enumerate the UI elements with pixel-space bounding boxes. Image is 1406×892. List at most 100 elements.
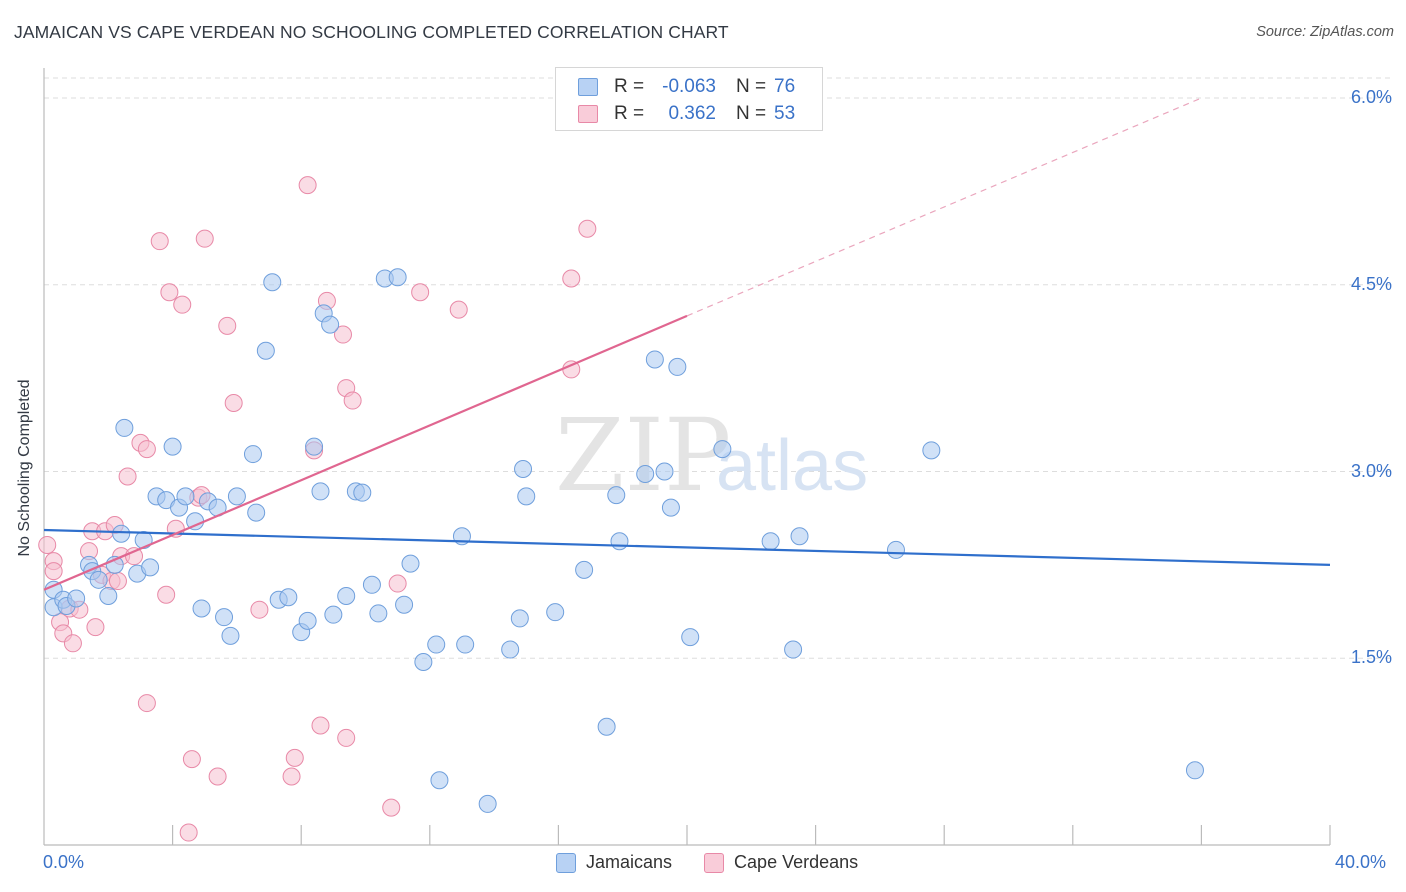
jamaican-point	[784, 640, 803, 659]
jamaican-point	[645, 350, 664, 369]
watermark: ZIP atlas	[555, 397, 868, 514]
cape-verdean-point	[118, 467, 137, 486]
cape-verdean-point	[218, 316, 237, 335]
jamaican-point	[305, 437, 324, 456]
jamaican-point	[510, 609, 529, 628]
jamaican-point	[388, 268, 407, 287]
legend-n-value: 53	[774, 103, 796, 124]
y-tick-label: 6.0%	[1350, 87, 1392, 107]
jamaican-point	[89, 570, 108, 589]
jamaican-point	[112, 524, 131, 543]
cape-verdean-point	[224, 394, 243, 413]
jamaican-point	[427, 635, 446, 654]
jamaican-point	[353, 483, 372, 502]
legend-label-jamaicans: Jamaicans	[586, 852, 673, 872]
source-label: Source: ZipAtlas.com	[1256, 24, 1394, 40]
legend-swatch-pink	[578, 105, 598, 123]
jamaican-points	[44, 268, 1204, 813]
legend-swatch-blue	[556, 852, 576, 873]
cape-verdean-point	[108, 572, 127, 591]
jamaican-point	[517, 487, 536, 506]
jamaican-point	[247, 503, 266, 522]
cape-verdean-point	[311, 716, 330, 735]
y-tick-label: 4.5%	[1350, 273, 1392, 294]
jamaican-point	[99, 587, 118, 605]
cape-verdean-points	[38, 176, 597, 842]
jamaican-point	[636, 464, 655, 483]
cape-verdean-point	[285, 748, 304, 767]
jamaican-point	[501, 640, 520, 659]
cape-verdean-point	[337, 728, 356, 747]
cape-verdean-point	[44, 562, 63, 581]
cape-verdean-point	[157, 585, 176, 604]
jamaican-point	[324, 605, 343, 624]
jamaican-point	[546, 603, 565, 622]
legend-row-jamaicans: R = -0.063 N = 76	[578, 76, 795, 98]
legend-n-label: N =	[736, 76, 767, 97]
jamaican-point	[713, 440, 732, 459]
cape-verdean-point	[63, 634, 82, 653]
cape-verdean-point	[208, 767, 227, 786]
jamaican-point	[655, 462, 674, 481]
legend-item-jamaicans[interactable]: Jamaicans	[556, 852, 672, 873]
cape-verdean-point	[388, 574, 407, 593]
cape-verdean-point	[382, 798, 401, 817]
legend-row-cape-verdeans: R = 0.362 N = 53	[578, 103, 795, 125]
x-tick-label-min: 0.0%	[43, 852, 85, 872]
watermark-atlas: atlas	[716, 426, 868, 506]
legend-r-value: -0.063	[662, 76, 716, 97]
legend-r-label: R =	[614, 76, 645, 97]
cape-verdean-point	[449, 300, 468, 319]
jamaican-point	[668, 357, 687, 376]
jamaican-point	[115, 418, 134, 437]
y-tick-label: 3.0%	[1350, 460, 1392, 481]
jamaican-point	[395, 595, 414, 614]
trend-lines	[43, 97, 1331, 591]
jamaican-point	[298, 611, 317, 630]
jamaican-point	[597, 717, 616, 736]
jamaican-point	[256, 341, 275, 360]
cape-verdean-point	[137, 440, 156, 459]
jamaican-point	[886, 540, 905, 559]
cape-verdean-point	[173, 295, 192, 314]
cape-verdean-point	[137, 694, 156, 713]
jamaican-point	[430, 771, 449, 790]
watermark-zip: ZIP	[555, 397, 731, 514]
grid-lines	[44, 77, 1390, 659]
jamaican-point	[141, 558, 160, 577]
jamaican-point	[456, 635, 475, 654]
jamaican-point	[414, 652, 433, 671]
correlation-legend: R = -0.063 N = 76 R = 0.362 N = 53	[555, 67, 823, 131]
cape-verdean-trend-line	[43, 314, 688, 591]
jamaican-point	[610, 532, 629, 551]
jamaican-point	[761, 532, 780, 551]
cape-verdean-point	[182, 750, 201, 769]
series-legend: Jamaicans Cape Verdeans	[556, 852, 890, 873]
legend-label-cape-verdeans: Cape Verdeans	[734, 852, 859, 872]
jamaican-point	[401, 554, 420, 573]
chart-title: JAMAICAN VS CAPE VERDEAN NO SCHOOLING CO…	[14, 22, 729, 42]
jamaican-point	[227, 487, 246, 506]
cape-verdean-point	[38, 535, 57, 554]
cape-verdean-point	[578, 219, 597, 238]
cape-verdean-point	[195, 229, 214, 248]
legend-swatch-pink	[704, 852, 725, 873]
cape-verdean-point	[298, 176, 317, 195]
y-axis-label: No Schooling Completed	[16, 379, 33, 557]
cape-verdean-point	[333, 325, 352, 344]
jamaican-point	[192, 599, 211, 618]
cape-verdean-point	[343, 391, 362, 410]
jamaican-point	[337, 587, 356, 605]
jamaican-point	[661, 498, 680, 517]
legend-r-label: R =	[614, 103, 645, 124]
jamaican-point	[215, 608, 234, 627]
jamaican-point	[321, 315, 340, 334]
x-tick-label-max: 40.0%	[1335, 852, 1387, 872]
cape-verdean-point	[250, 600, 269, 619]
legend-n-label: N =	[736, 103, 767, 124]
jamaican-point	[514, 460, 533, 479]
legend-item-cape-verdeans[interactable]: Cape Verdeans	[704, 852, 858, 873]
jamaican-point	[1185, 761, 1204, 780]
jamaican-point	[163, 437, 182, 456]
cape-verdean-point	[160, 283, 179, 302]
